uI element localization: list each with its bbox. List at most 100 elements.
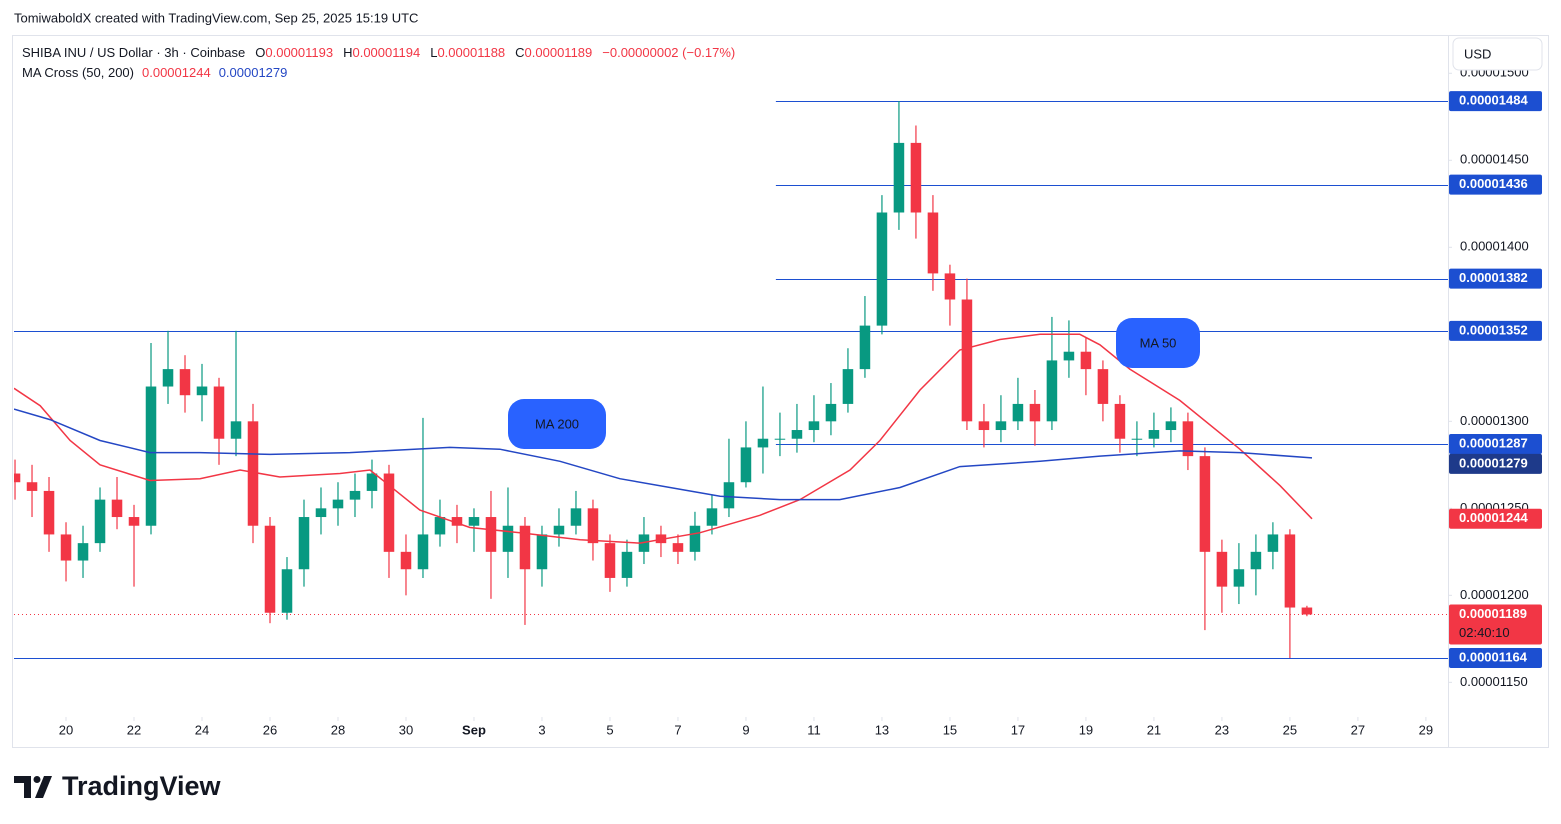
candle-body — [825, 403, 837, 422]
candle-body — [383, 473, 395, 552]
candle-body — [332, 499, 344, 509]
x-tick-label: Sep — [462, 722, 486, 737]
logo-mark — [14, 776, 31, 798]
price-tag-label: 0.00001352 — [1459, 322, 1528, 337]
x-axis: 20 22 24 26 28 30 Sep 3 5 7 9 11 13 15 17 19 21 23 25 27 29 — [59, 717, 1433, 737]
price-tag-box — [1449, 91, 1542, 112]
candle-body — [1029, 403, 1041, 422]
candle-body — [400, 551, 412, 570]
candle-body — [1131, 438, 1143, 440]
brand-logo: TradingView — [14, 771, 222, 801]
candle-body — [1165, 421, 1177, 431]
y-tick-label: 0.00001300 — [1460, 413, 1529, 428]
price-tag-label: 0.00001382 — [1459, 270, 1528, 285]
candle-body — [1233, 569, 1245, 587]
price-tag-box — [1449, 453, 1542, 474]
price-tag-label: 0.00001484 — [1459, 93, 1528, 108]
price-tag-label: 0.00001436 — [1459, 176, 1528, 191]
change-value: −0.00000002 (−0.17%) — [602, 45, 735, 60]
price-tag-box — [1449, 604, 1542, 645]
candle-body — [910, 142, 922, 213]
y-tick-label: 0.00001150 — [1460, 674, 1528, 689]
currency-box — [1452, 37, 1543, 71]
ma-line — [14, 408, 1313, 501]
x-tick-label: 23 — [1215, 722, 1229, 737]
candle-body — [14, 473, 21, 483]
candle-body — [128, 517, 140, 526]
candle-body — [587, 508, 599, 544]
candle-body — [434, 517, 446, 535]
x-tick-label: 30 — [399, 722, 413, 737]
price-tag-label: 0.00001189 — [1459, 606, 1527, 621]
ohlc-value: 0.00001193 — [265, 45, 333, 60]
candle-body — [468, 517, 480, 526]
candle-body — [672, 543, 684, 552]
candle-body — [808, 421, 820, 431]
x-tick-label: 27 — [1351, 722, 1365, 737]
candle-body — [927, 212, 939, 274]
ohlc-value: 0.00001189 — [525, 45, 593, 60]
attribution: TomiwaboldX created with TradingView.com… — [14, 10, 418, 25]
price-tag-box — [1449, 174, 1542, 195]
candle-body — [1114, 403, 1126, 439]
x-tick-label: 21 — [1147, 722, 1161, 737]
candle-body — [859, 325, 871, 370]
candle-body — [1097, 369, 1109, 404]
candle-body — [417, 534, 429, 570]
candle-body — [145, 386, 157, 526]
x-tick-label: 7 — [674, 722, 681, 737]
x-tick-label: 9 — [742, 722, 749, 737]
ma-callout: MA 50 — [1116, 318, 1200, 368]
candle-body — [995, 421, 1007, 431]
candle-body — [247, 421, 259, 526]
x-tick-label: 20 — [59, 722, 73, 737]
brand-name: TradingView — [62, 771, 222, 801]
x-tick-label: 5 — [606, 722, 613, 737]
x-tick-label: 25 — [1283, 722, 1297, 737]
y-tick-label: 0.00001450 — [1460, 152, 1529, 167]
symbol-legend: SHIBA INU / US Dollar · 3h · Coinbase O0.… — [22, 45, 735, 60]
candle-body — [1080, 351, 1092, 370]
ohlc-key: C — [515, 45, 524, 60]
symbol-title: SHIBA INU / US Dollar · 3h · Coinbase — [22, 45, 245, 60]
x-tick-label: 11 — [807, 722, 821, 737]
candle-body — [961, 299, 973, 422]
candle-body — [451, 517, 463, 526]
candle-body — [978, 421, 990, 431]
candle-body — [43, 490, 55, 535]
currency-label: USD — [1464, 46, 1491, 61]
callout-box — [508, 399, 606, 449]
x-tick-label: 28 — [331, 722, 345, 737]
candle-body — [519, 525, 531, 570]
candle-body — [774, 438, 786, 440]
candle-body — [281, 569, 293, 613]
price-tag-box — [1449, 268, 1542, 289]
candle-body — [791, 430, 803, 439]
callout-box — [1116, 318, 1200, 368]
callout-label: MA 50 — [1140, 335, 1177, 350]
x-tick-label: 24 — [195, 722, 209, 737]
price-tag-label: 0.00001164 — [1459, 649, 1528, 664]
candle-body — [842, 369, 854, 404]
candle-body — [570, 508, 582, 526]
candle-body — [366, 473, 378, 491]
candle-body — [60, 534, 72, 561]
candle-body — [1182, 421, 1194, 457]
indicator-legend: MA Cross (50, 200) 0.00001244 0.00001279 — [22, 65, 287, 80]
chart-frame — [12, 35, 1549, 748]
callout-label: MA 200 — [535, 416, 579, 431]
candle-body — [740, 447, 752, 483]
x-tick-label: 26 — [263, 722, 277, 737]
candle-body — [1199, 456, 1211, 552]
candle-body — [264, 525, 276, 613]
candle-body — [94, 499, 106, 544]
candle-body — [196, 386, 208, 396]
y-axis: 0.000011500.000012000.000012500.00001300… — [1448, 65, 1529, 689]
candle-body — [1046, 360, 1058, 422]
candle-body — [536, 534, 548, 570]
price-tag-box — [1449, 508, 1542, 529]
candle-body — [876, 212, 888, 326]
price-tag-label: 0.00001244 — [1459, 510, 1528, 525]
candle-body — [1250, 551, 1262, 570]
